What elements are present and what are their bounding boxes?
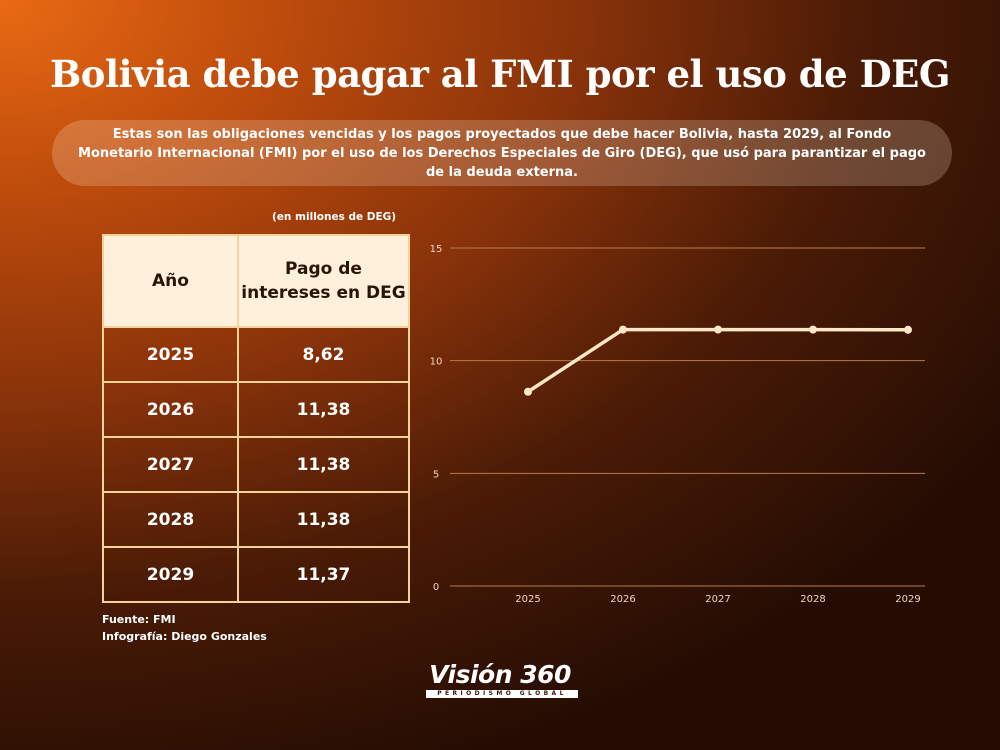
subtitle-box: Estas son las obligaciones vencidas y lo…: [52, 120, 952, 186]
source-text: Fuente: FMI: [102, 613, 176, 626]
logo: Visión 360 PERIODISMO GLOBAL: [420, 660, 580, 700]
x-tick-label: 2026: [610, 594, 635, 605]
footer: Fuente: FMI Infografía: Diego Gonzales: [102, 611, 267, 645]
subtitle-text: Estas son las obligaciones vencidas y lo…: [78, 126, 926, 180]
y-tick-label: 0: [433, 582, 439, 593]
x-tick-label: 2027: [705, 594, 730, 605]
x-tick-label: 2029: [895, 594, 920, 605]
table-cell-year: 2028: [102, 491, 239, 548]
table-cell-value: 11,37: [237, 546, 410, 603]
table-header-payment: Pago de intereses en DEG: [237, 234, 410, 328]
x-tick-label: 2028: [800, 594, 825, 605]
page-title: Bolivia debe pagar al FMI por el uso de …: [50, 52, 950, 96]
data-point: [619, 325, 627, 334]
table-row: 2026 11,38: [102, 381, 410, 438]
table-cell-value: 8,62: [237, 326, 410, 383]
units-label: (en millones de DEG): [272, 211, 397, 223]
data-table: Año Pago de intereses en DEG 2025 8,62 2…: [102, 234, 410, 603]
y-tick-label: 15: [430, 244, 443, 255]
table-row: 2029 11,37: [102, 546, 410, 603]
table-cell-value: 11,38: [237, 491, 410, 548]
data-point: [809, 325, 817, 334]
table-row: 2025 8,62: [102, 326, 410, 383]
table-cell-year: 2025: [102, 326, 239, 383]
x-tick-label: 2025: [515, 594, 540, 605]
table-cell-year: 2026: [102, 381, 239, 438]
line-chart: 0 5 10 15 2025 2026 2027 2028 2029: [430, 244, 925, 605]
logo-tagline: PERIODISMO GLOBAL: [426, 690, 578, 698]
table-cell-year: 2029: [102, 546, 239, 603]
table-cell-value: 11,38: [237, 436, 410, 493]
logo-name: Visión 360: [429, 660, 571, 689]
credit-text: Infografía: Diego Gonzales: [102, 630, 267, 643]
y-tick-label: 10: [430, 357, 443, 368]
table-cell-year: 2027: [102, 436, 239, 493]
y-tick-label: 5: [433, 469, 439, 480]
table-row: 2027 11,38: [102, 436, 410, 493]
data-point: [714, 325, 722, 334]
table-cell-value: 11,38: [237, 381, 410, 438]
data-point: [524, 387, 532, 396]
data-point: [904, 325, 912, 334]
table-row: 2028 11,38: [102, 491, 410, 548]
table-header-row: Año Pago de intereses en DEG: [102, 234, 410, 328]
table-header-year: Año: [102, 234, 239, 328]
